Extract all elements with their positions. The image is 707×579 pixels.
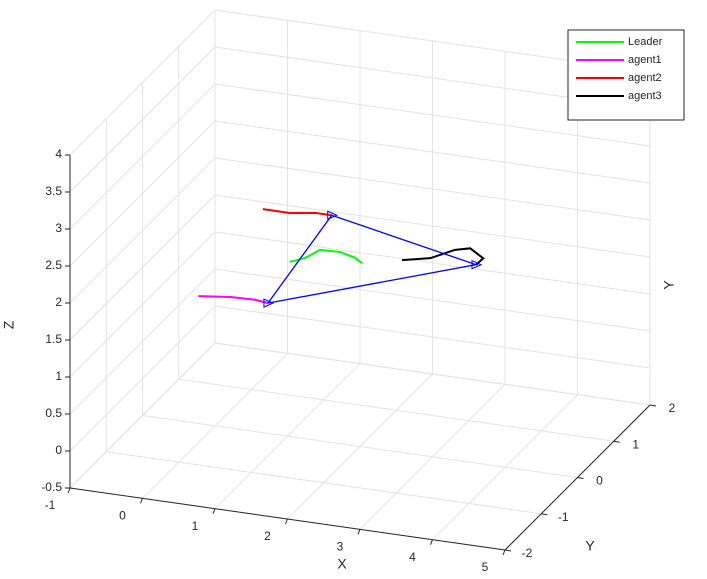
x-tick <box>212 508 216 514</box>
x-tick-label: 3 <box>337 540 344 554</box>
z-tick-label: 3 <box>55 221 62 235</box>
x-tick <box>285 518 288 525</box>
x-tick <box>140 498 143 504</box>
grid-line <box>69 231 216 378</box>
grid-line <box>69 194 216 341</box>
y-tick-label: -1 <box>558 510 569 524</box>
grid-line <box>106 451 542 515</box>
grid-line <box>69 83 216 230</box>
grid-line <box>69 9 216 156</box>
x-tick <box>357 529 361 535</box>
x-tick-label: 4 <box>409 550 416 564</box>
z-tick-label: -0.5 <box>41 480 62 494</box>
grid-line <box>69 157 216 304</box>
grid-line <box>214 194 651 258</box>
annotation: Y <box>661 280 677 290</box>
grid-line <box>69 268 216 415</box>
x-tick-label: 0 <box>119 509 126 523</box>
y-tick-label: 1 <box>632 437 639 451</box>
formation-marker <box>263 298 275 308</box>
grid-line <box>214 157 651 221</box>
y-tick <box>577 477 584 479</box>
x-tick-label: -1 <box>45 498 56 512</box>
grid-line <box>214 268 651 332</box>
z-tick-label: 0.5 <box>45 406 62 420</box>
x-tick-label: 1 <box>192 519 199 533</box>
x-tick <box>67 487 71 494</box>
grid-line <box>178 378 614 442</box>
x-tick <box>502 549 506 556</box>
z-tick-label: 0 <box>55 443 62 457</box>
series-line <box>198 295 269 305</box>
grid-line <box>214 83 651 147</box>
grid-line <box>69 305 216 452</box>
formation-line <box>267 214 479 304</box>
legend-label: Leader <box>628 36 663 48</box>
x-tick-label: 5 <box>482 560 489 574</box>
z-tick-label: 1.5 <box>45 332 62 346</box>
grid-line <box>69 46 216 193</box>
grid-line <box>214 305 651 369</box>
y-tick-label: 2 <box>669 401 676 415</box>
grid-line <box>214 231 651 295</box>
z-tick-label: 4 <box>55 147 62 161</box>
legend-label: agent2 <box>628 72 662 84</box>
grid-line <box>69 342 216 489</box>
series-line <box>289 248 363 265</box>
y-tick <box>649 404 657 407</box>
z-axis-label: Z <box>1 320 17 329</box>
y-tick-label: -2 <box>522 546 533 560</box>
x-tick-label: 2 <box>264 529 271 543</box>
legend-label: agent3 <box>628 90 662 102</box>
grid-line <box>69 120 216 267</box>
grid-line <box>142 415 578 478</box>
formation-marker <box>471 259 483 270</box>
y-tick <box>613 440 620 443</box>
grid-line <box>214 342 651 406</box>
y-axis-label: Y <box>585 538 595 554</box>
y-tick-label: 0 <box>596 474 603 488</box>
z-tick-label: 3.5 <box>45 184 62 198</box>
x-axis-label: X <box>337 556 347 572</box>
legend-box <box>567 29 685 121</box>
legend-label: agent1 <box>628 54 662 66</box>
y-tick <box>541 513 548 516</box>
grid-line <box>214 120 651 184</box>
y-tick <box>504 549 512 552</box>
x-tick <box>430 539 433 545</box>
z-tick-label: 2 <box>55 295 62 309</box>
z-tick-label: 1 <box>55 369 62 383</box>
series-line <box>401 247 485 266</box>
z-tick-label: 2.5 <box>45 258 62 272</box>
formation-marker <box>327 210 338 221</box>
series-line <box>262 208 332 217</box>
